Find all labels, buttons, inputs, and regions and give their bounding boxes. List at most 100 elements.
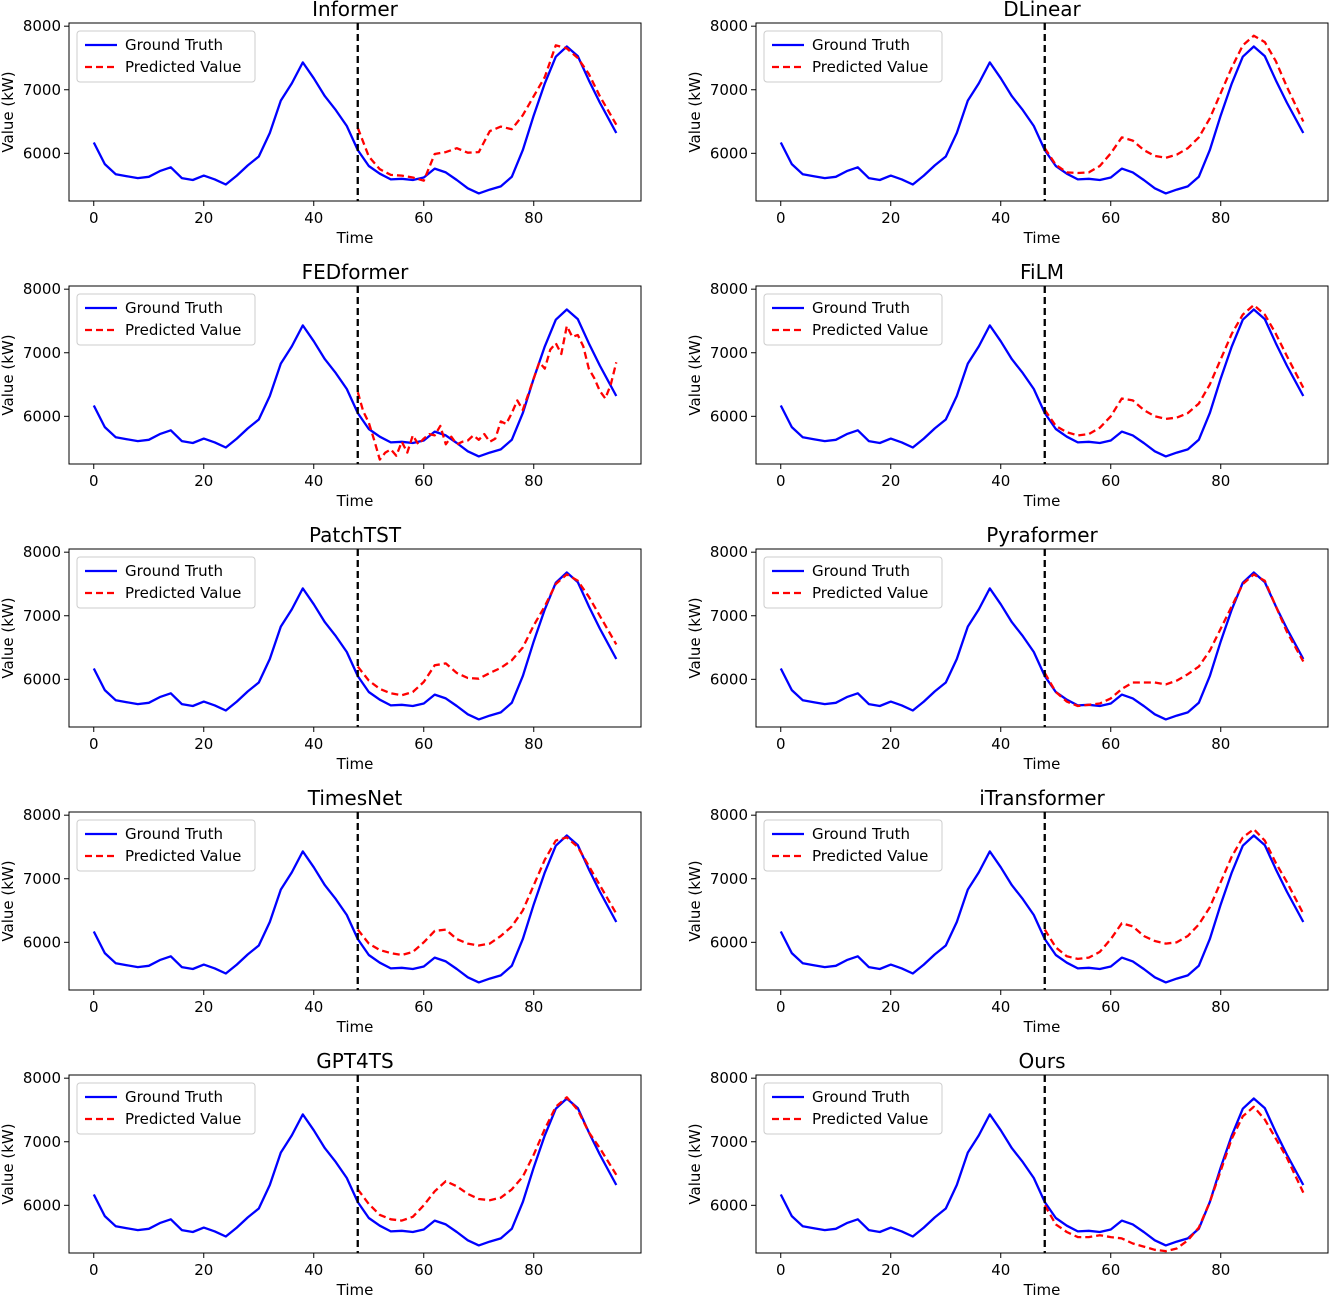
legend: Ground Truth Predicted Value: [763, 556, 943, 609]
chart-title: GPT4TS: [316, 1049, 393, 1073]
y-axis-label: Value (kW): [686, 334, 704, 415]
y-tick-label: 6000: [23, 407, 61, 425]
y-tick-label: 7000: [23, 607, 61, 625]
legend-box: [76, 293, 256, 346]
y-tick-label: 7000: [710, 607, 748, 625]
x-axis-label: Time: [336, 755, 374, 773]
y-tick-label: 8000: [710, 1069, 748, 1087]
y-tick-label: 7000: [23, 81, 61, 99]
legend: Ground Truth Predicted Value: [76, 1082, 256, 1135]
x-tick-label: 60: [414, 998, 433, 1016]
legend: Ground Truth Predicted Value: [763, 819, 943, 872]
y-tick-label: 7000: [23, 870, 61, 888]
x-tick-label: 20: [881, 472, 900, 490]
y-tick-label: 6000: [710, 670, 748, 688]
x-axis-label: Time: [336, 1281, 374, 1298]
legend-ground-truth-label: Ground Truth: [125, 299, 223, 317]
x-tick-label: 80: [524, 735, 543, 753]
legend-box: [76, 30, 256, 83]
y-axis-label: Value (kW): [0, 334, 17, 415]
legend-ground-truth-label: Ground Truth: [812, 36, 910, 54]
y-tick-label: 6000: [710, 933, 748, 951]
x-tick-label: 80: [524, 998, 543, 1016]
y-tick-label: 8000: [23, 280, 61, 298]
y-tick-label: 8000: [23, 1069, 61, 1087]
plot-frame: [755, 548, 1329, 728]
x-tick-label: 0: [89, 998, 99, 1016]
x-axis-label: Time: [336, 1018, 374, 1036]
legend-ground-truth-label: Ground Truth: [125, 825, 223, 843]
legend-predicted-label: Predicted Value: [125, 847, 241, 865]
legend-ground-truth-label: Ground Truth: [125, 36, 223, 54]
x-tick-label: 40: [304, 1261, 323, 1279]
x-axis-label: Time: [336, 492, 374, 510]
chart-panel: iTransformer 0 20 40 60 80 6000 7000 8000 Time Val…: [686, 786, 1329, 1036]
x-axis-label: Time: [1023, 229, 1061, 247]
legend-predicted-label: Predicted Value: [812, 58, 928, 76]
legend-ground-truth-label: Ground Truth: [812, 1088, 910, 1106]
x-axis-label: Time: [1023, 755, 1061, 773]
ground-truth-line: [92, 834, 618, 984]
x-tick-label: 20: [194, 998, 213, 1016]
x-tick-label: 20: [194, 735, 213, 753]
ground-truth-line: [779, 571, 1305, 721]
legend-predicted-label: Predicted Value: [125, 584, 241, 602]
chart-title: Informer: [312, 0, 399, 21]
x-tick-label: 0: [776, 209, 786, 227]
legend-ground-truth-label: Ground Truth: [125, 1088, 223, 1106]
y-tick-label: 6000: [23, 1196, 61, 1214]
x-tick-label: 0: [89, 472, 99, 490]
legend-box: [76, 556, 256, 609]
x-tick-label: 20: [881, 209, 900, 227]
legend: Ground Truth Predicted Value: [763, 1082, 943, 1135]
x-tick-label: 20: [881, 1261, 900, 1279]
chart-panel: Pyraformer 0 20 40 60 80 6000 7000 8000 Time Value…: [686, 523, 1329, 773]
legend-box: [76, 819, 256, 872]
chart-panel: TimesNet 0 20 40 60 80 6000 7000 8000 Time Value (…: [0, 786, 642, 1036]
y-axis-label: Value (kW): [686, 1123, 704, 1204]
y-tick-label: 7000: [23, 344, 61, 362]
chart-title: Pyraformer: [986, 523, 1098, 547]
y-tick-label: 8000: [710, 280, 748, 298]
ground-truth-line: [92, 45, 618, 195]
x-tick-label: 40: [304, 998, 323, 1016]
x-tick-label: 40: [304, 472, 323, 490]
ground-truth-line: [92, 571, 618, 721]
y-tick-label: 6000: [710, 407, 748, 425]
legend-box: [763, 293, 943, 346]
y-tick-label: 7000: [710, 344, 748, 362]
legend-ground-truth-label: Ground Truth: [125, 562, 223, 580]
chart-title: DLinear: [1003, 0, 1081, 21]
x-tick-label: 60: [414, 209, 433, 227]
x-tick-label: 80: [1211, 1261, 1230, 1279]
legend-box: [763, 1082, 943, 1135]
chart-panel: Informer 0 20 40 60 80 6000 7000 8000 Time Value (…: [0, 0, 642, 247]
x-tick-label: 60: [414, 735, 433, 753]
x-tick-label: 0: [776, 472, 786, 490]
predicted-value-line: [1043, 1105, 1305, 1253]
x-tick-label: 80: [524, 472, 543, 490]
x-tick-label: 40: [991, 1261, 1010, 1279]
y-tick-label: 7000: [710, 81, 748, 99]
x-tick-label: 60: [1101, 472, 1120, 490]
y-axis-label: Value (kW): [686, 71, 704, 152]
predicted-value-line: [356, 573, 618, 697]
legend: Ground Truth Predicted Value: [763, 30, 943, 83]
x-axis-label: Time: [1023, 1018, 1061, 1036]
plot-frame: [755, 1074, 1329, 1254]
x-tick-label: 20: [194, 1261, 213, 1279]
y-tick-label: 6000: [710, 144, 748, 162]
y-tick-label: 7000: [710, 870, 748, 888]
chart-title: Ours: [1018, 1049, 1065, 1073]
ground-truth-line: [779, 45, 1305, 195]
x-tick-label: 80: [1211, 472, 1230, 490]
legend-predicted-label: Predicted Value: [125, 1110, 241, 1128]
x-tick-label: 0: [89, 209, 99, 227]
x-tick-label: 60: [1101, 1261, 1120, 1279]
chart-panel: GPT4TS 0 20 40 60 80 6000 7000 8000 Time Value (kW…: [0, 1049, 642, 1298]
y-tick-label: 8000: [23, 806, 61, 824]
predicted-value-line: [356, 44, 618, 182]
predicted-value-line: [1043, 828, 1305, 961]
x-tick-label: 40: [991, 998, 1010, 1016]
y-tick-label: 8000: [710, 806, 748, 824]
